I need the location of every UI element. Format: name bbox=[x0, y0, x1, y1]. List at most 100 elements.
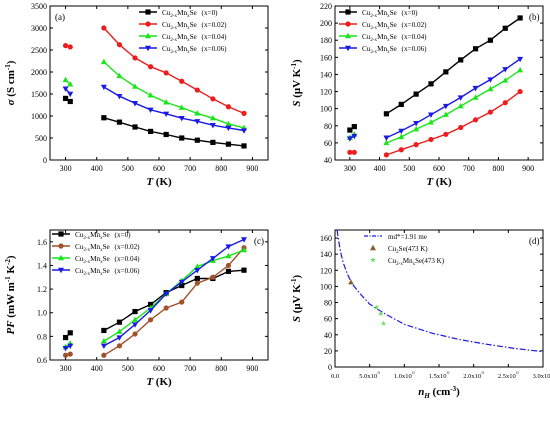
y-tick-label: 3500 bbox=[31, 2, 47, 11]
data-point bbox=[241, 246, 248, 253]
series-line bbox=[103, 61, 245, 129]
x-tick-label: 600 bbox=[153, 164, 165, 173]
y-tick-label: 180 bbox=[320, 36, 332, 45]
data-point bbox=[383, 111, 390, 117]
data-point bbox=[398, 128, 405, 135]
x-tick-label: 700 bbox=[463, 164, 475, 173]
legend-marker bbox=[145, 32, 151, 39]
x-tick-label: 900 bbox=[522, 164, 534, 173]
x-tick-label: 1.0x10²² bbox=[394, 371, 415, 380]
y-tick-label: 500 bbox=[35, 134, 47, 143]
data-point bbox=[517, 66, 524, 73]
data-point bbox=[472, 46, 479, 52]
data-point bbox=[194, 87, 200, 93]
legend-label: Cu2-xMnxSe(473 K) bbox=[388, 257, 445, 267]
data-point bbox=[179, 282, 185, 289]
data-point bbox=[179, 78, 185, 84]
data-point bbox=[62, 86, 69, 92]
data-point bbox=[502, 25, 508, 31]
data-point bbox=[100, 343, 107, 350]
x-axis-label: T (K) bbox=[426, 176, 452, 188]
data-point bbox=[194, 263, 201, 269]
y-tick-label: 20 bbox=[324, 347, 332, 356]
data-point bbox=[487, 109, 494, 115]
data-point bbox=[413, 121, 420, 127]
data-point bbox=[442, 103, 449, 110]
data-point bbox=[225, 120, 232, 127]
data-point bbox=[147, 92, 154, 98]
data-point bbox=[209, 115, 216, 121]
y-tick-label: 120 bbox=[320, 88, 332, 97]
y-axis-label: σ (S cm-1) bbox=[4, 60, 17, 105]
legend-label: Cu2-xMnxSe (x=0.06) bbox=[362, 45, 427, 55]
x-tick-label: 700 bbox=[184, 364, 196, 373]
x-axis-label: T (K) bbox=[146, 376, 172, 388]
y-tick-label: 160 bbox=[320, 234, 332, 243]
data-point bbox=[101, 327, 107, 334]
data-point bbox=[62, 95, 69, 101]
data-point bbox=[241, 143, 247, 149]
y-tick-label: 80 bbox=[324, 122, 332, 131]
y-tick-label: 100 bbox=[320, 282, 332, 291]
data-point bbox=[178, 279, 185, 286]
legend-marker bbox=[145, 45, 151, 52]
data-point bbox=[67, 98, 73, 105]
data-point bbox=[132, 316, 139, 323]
data-point bbox=[225, 252, 232, 259]
x-tick-label: 800 bbox=[492, 164, 504, 173]
series-4 bbox=[346, 56, 524, 142]
data-point bbox=[147, 317, 154, 323]
data-point bbox=[132, 322, 139, 328]
data-point bbox=[209, 123, 216, 129]
data-point bbox=[62, 334, 69, 341]
data-point bbox=[241, 237, 248, 243]
data-point bbox=[472, 94, 479, 100]
data-point bbox=[194, 137, 200, 143]
legend-marker bbox=[370, 256, 376, 263]
series-4 bbox=[62, 237, 248, 352]
y-axis-label: S (μV K-1) bbox=[290, 59, 303, 107]
data-point bbox=[100, 58, 107, 65]
y-tick-label: 160 bbox=[320, 53, 332, 62]
data-point bbox=[383, 152, 390, 158]
series-line bbox=[103, 238, 245, 347]
data-point bbox=[163, 305, 169, 311]
data-point bbox=[241, 267, 247, 273]
data-point bbox=[383, 135, 390, 141]
data-point bbox=[398, 101, 404, 107]
data-point bbox=[517, 15, 523, 21]
data-point bbox=[347, 149, 353, 155]
data-point bbox=[62, 352, 69, 358]
data-point bbox=[347, 127, 353, 133]
y-tick-label: 0.8 bbox=[37, 332, 47, 341]
data-point bbox=[163, 111, 170, 117]
data-point bbox=[502, 100, 508, 106]
data-point bbox=[147, 301, 154, 308]
legend-marker bbox=[58, 254, 64, 261]
y-axis-label: S (μV K-1) bbox=[290, 275, 303, 323]
data-point bbox=[225, 244, 232, 250]
legend: Cu2-xMnxSe (x=0) Cu2-xMnxSe (x=0.02) Cu2-x… bbox=[52, 231, 140, 277]
data-point bbox=[443, 131, 449, 137]
legend-marker bbox=[145, 21, 151, 27]
data-point bbox=[225, 125, 232, 132]
x-tick-label: 400 bbox=[91, 164, 103, 173]
series-line bbox=[386, 69, 521, 144]
legend: Cu2-xMnxSe (x=0) Cu2-xMnxSe (x=0.02) Cu2-x… bbox=[139, 9, 227, 55]
series-line bbox=[103, 27, 245, 115]
data-point bbox=[194, 119, 201, 125]
data-point bbox=[458, 124, 464, 131]
panel-c: 300 400 500 600 700 800 900 0.6 0.8 1.0 1.2 1.4 1.6 (… bbox=[4, 229, 269, 388]
series-line bbox=[386, 58, 521, 139]
data-point bbox=[458, 57, 464, 63]
data-point bbox=[116, 94, 123, 100]
data-point bbox=[472, 85, 479, 92]
legend-marker bbox=[345, 21, 351, 27]
panel-label: (d) bbox=[529, 236, 540, 246]
x-tick-label: 300 bbox=[60, 364, 72, 373]
legend-marker bbox=[345, 32, 351, 39]
x-tick-label: 800 bbox=[215, 364, 227, 373]
legend-label: Cu2-xMnxSe (x=0.06) bbox=[75, 267, 140, 277]
data-point bbox=[101, 25, 107, 31]
legend-label: Cu2-xMnxSe (x=0) bbox=[162, 9, 218, 19]
